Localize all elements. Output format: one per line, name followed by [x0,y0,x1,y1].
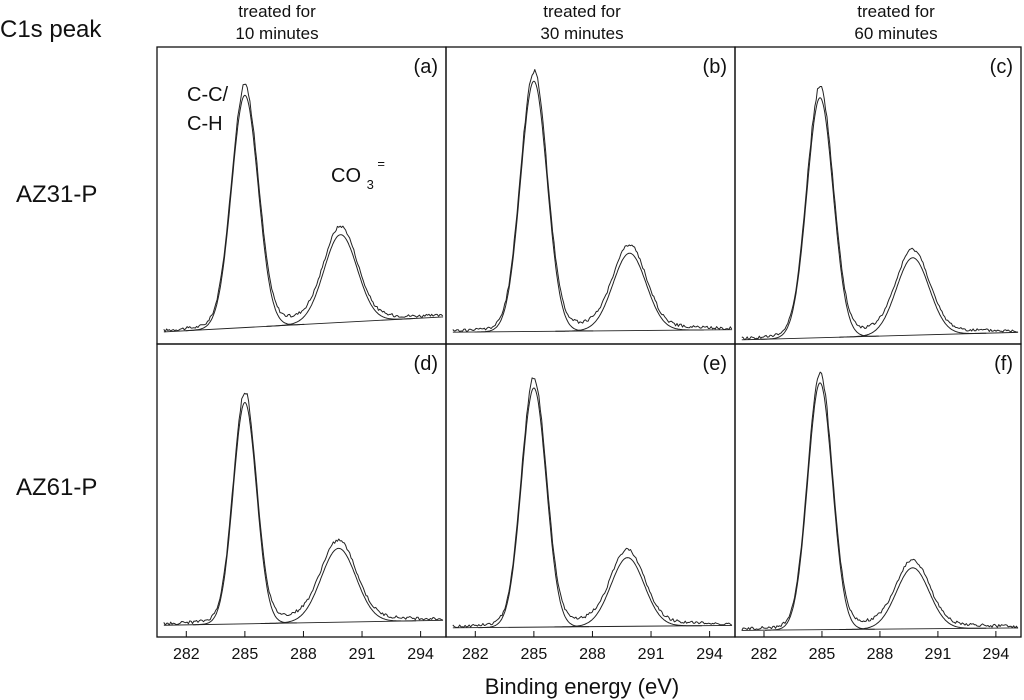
spectrum-trace [741,371,1019,631]
panel-label: (a) [414,56,438,78]
fit-curve-cc [474,80,594,333]
panel-frame [445,46,736,345]
x-tick-label: 285 [232,646,259,663]
column-title-1-line-1: treated for [238,2,316,21]
x-tick-label: 291 [349,646,376,663]
x-tick-label: 282 [462,646,489,663]
fit-curve-co3 [266,234,415,327]
x-tick-label: 288 [579,646,606,663]
panel-frame [156,343,447,638]
x-tick-label: 294 [983,646,1010,663]
x-tick-label: 285 [809,646,836,663]
peak-label-co3-sup: = [377,156,385,171]
panel-frame [734,46,1022,345]
fit-curve-co3 [839,257,987,338]
panel-label: (b) [703,56,727,78]
fit-curve-cc [478,387,590,629]
peak-label-co3-sub: 3 [367,177,374,192]
fit-curve-co3 [839,567,987,630]
fit-curve-cc [185,94,305,332]
peak-label-cc-line-2: C-H [187,113,223,135]
panel-grid: (a) (b) (c) (d) 282 285 288 291 294 (e) 282 285 288 2… [156,46,1022,663]
x-tick-label: 291 [638,646,665,663]
fit-curve-co3 [260,547,417,624]
panel-c: (c) [734,46,1022,345]
peak-label-co3: CO 3 = [331,156,385,194]
x-tick-label: 282 [173,646,200,663]
panel-frame [734,343,1022,638]
panel-label: (f) [994,353,1013,375]
corner-label: C1s peak [0,16,102,43]
fit-curve-cc [765,382,875,631]
panel-f: (f) 282 285 288 291 294 [734,343,1022,663]
peak-label-co3-base: CO [331,165,361,187]
spectrum-trace [741,86,1018,341]
x-axis-label: Binding energy (eV) [485,674,679,699]
spectrum-trace [163,83,444,333]
x-tick-label: 294 [696,646,723,663]
row-label-az31: AZ31-P [16,181,97,208]
panel-e: (e) 282 285 288 291 294 [445,343,736,663]
peak-label-cc-line-1: C-C/ [187,84,229,106]
panel-frame [445,343,736,638]
fit-curve-co3 [553,557,702,628]
column-title-3-line-1: treated for [857,2,935,21]
x-tick-label: 291 [925,646,952,663]
fit-curve-cc [192,402,297,626]
x-tick-label: 282 [751,646,778,663]
column-title-2-line-1: treated for [543,2,621,21]
panel-label: (d) [414,353,438,375]
column-title-3-line-2: 60 minutes [854,24,937,43]
fit-curve-cc [761,97,879,340]
column-title-2-line-2: 30 minutes [540,24,623,43]
x-tick-label: 294 [407,646,434,663]
panel-b: (b) [445,46,736,345]
column-title-1-line-2: 10 minutes [235,24,318,43]
x-tick-label: 288 [290,646,317,663]
fit-curve-co3 [555,252,704,332]
panel-d: (d) 282 285 288 291 294 [156,343,447,663]
x-tick-label: 288 [867,646,894,663]
row-label-az61: AZ61-P [16,474,97,501]
spectrum-trace [163,392,443,626]
spectrum-trace [452,377,733,628]
panel-label: (e) [703,353,727,375]
x-tick-label: 285 [521,646,548,663]
spectrum-trace [452,69,733,333]
panel-label: (c) [990,56,1013,78]
